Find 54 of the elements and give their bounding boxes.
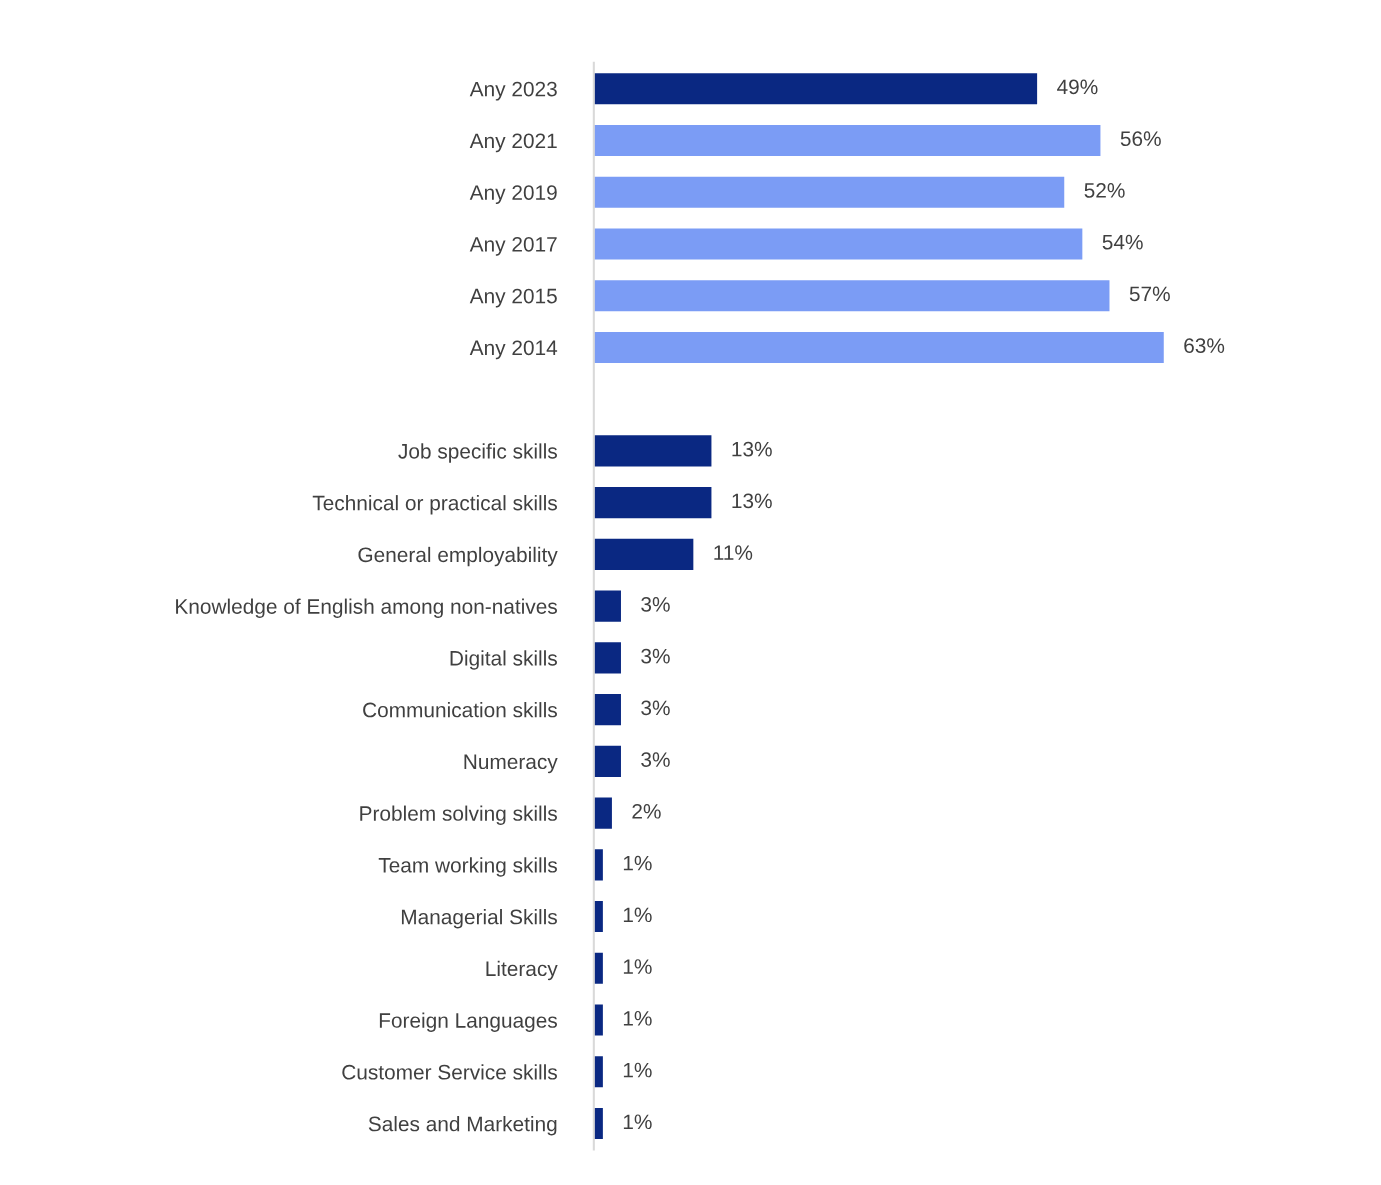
- y-tick-label: Job specific skills: [398, 443, 557, 463]
- data-label: 49%: [1057, 79, 1098, 95]
- data-label: 11%: [714, 545, 753, 560]
- y-tick-label: Digital skills: [450, 650, 557, 670]
- data-label: 57%: [1129, 286, 1170, 302]
- y-tick-label: Any 2017: [469, 236, 557, 256]
- bar: [593, 642, 621, 674]
- data-label: 54%: [1102, 234, 1143, 250]
- y-tick-label: Sales and Marketing: [368, 1116, 557, 1136]
- y-tick-label: Any 2021: [469, 133, 557, 153]
- bar: [593, 590, 621, 622]
- data-label: 3%: [641, 752, 670, 767]
- data-label: 1%: [623, 959, 652, 974]
- data-label: 1%: [623, 1062, 652, 1078]
- data-label: 3%: [641, 648, 670, 664]
- y-tick-label: Numeracy: [464, 754, 558, 774]
- bar: [593, 228, 1083, 260]
- data-label: 63%: [1184, 338, 1225, 353]
- bar: [593, 797, 612, 829]
- bar: [593, 73, 1038, 105]
- y-tick-label: Customer Service skills: [342, 1064, 557, 1080]
- y-tick-label: Any 2019: [469, 185, 557, 205]
- y-tick-label: Literacy: [486, 960, 558, 981]
- bar: [593, 538, 694, 570]
- y-tick-label: Team working skills: [378, 857, 557, 877]
- bar: [593, 487, 712, 519]
- bar: [593, 176, 1065, 208]
- y-tick-label: Problem solving skills: [360, 805, 557, 825]
- data-label: 1%: [623, 855, 652, 871]
- data-label: 1%: [623, 1011, 652, 1026]
- data-label: 3%: [641, 700, 670, 716]
- y-tick-label: Any 2014: [469, 340, 558, 360]
- y-tick-label: Managerial Skills: [401, 909, 557, 929]
- data-label: 1%: [623, 907, 652, 923]
- bar: [593, 435, 712, 467]
- bar: [593, 331, 1164, 363]
- data-label: 56%: [1120, 131, 1161, 147]
- y-tick-label: Any 2023: [469, 81, 557, 101]
- y-tick-label: General employability: [358, 546, 558, 567]
- bar: [593, 694, 621, 726]
- data-label: 1%: [623, 1114, 652, 1130]
- data-label: 13%: [732, 493, 772, 509]
- y-tick-label: Knowledge of English among non-natives: [176, 598, 557, 618]
- y-tick-label: Foreign Languages: [379, 1012, 557, 1032]
- data-label: 3%: [641, 596, 670, 612]
- data-label: 13%: [732, 441, 772, 457]
- y-tick-label: Technical or practical skills: [312, 495, 557, 515]
- y-tick-label: Any 2015: [469, 288, 557, 308]
- bar: [593, 280, 1110, 312]
- bar: [593, 124, 1101, 156]
- y-tick-label: Communication skills: [363, 702, 557, 718]
- data-label: 52%: [1084, 183, 1125, 198]
- data-label: 2%: [632, 803, 661, 819]
- bar: [593, 745, 621, 777]
